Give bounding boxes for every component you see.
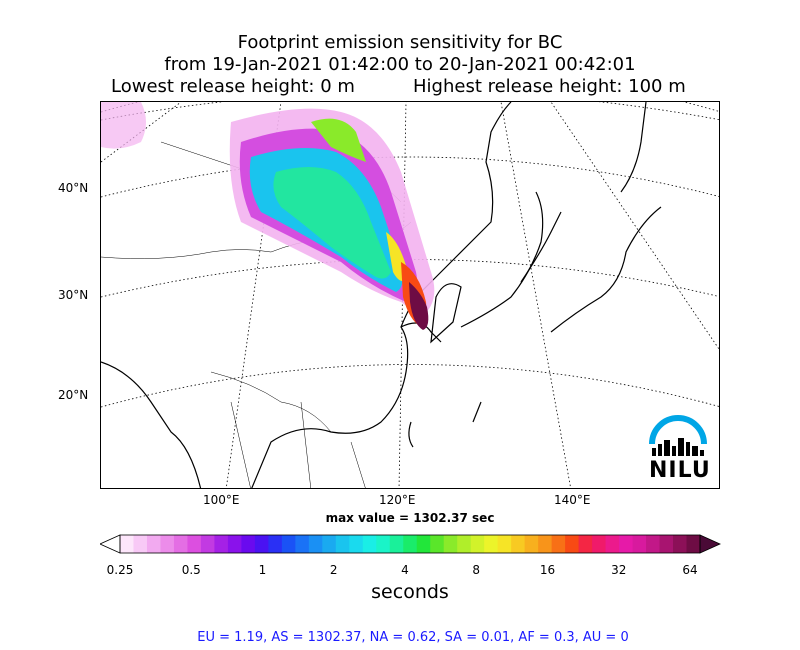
lat-label-20: 20°N (58, 388, 89, 402)
nilu-logo-text: NILU (649, 458, 711, 483)
colorbar-cell (335, 535, 350, 553)
colorbar-cell (254, 535, 269, 553)
colorbar-tick-label: 2 (329, 563, 338, 577)
lon-label-140: 140°E (554, 493, 591, 507)
colorbar-cell (349, 535, 364, 553)
colorbar-cell (497, 535, 512, 553)
lon-label-100: 100°E (203, 493, 240, 507)
colorbar-low-arrow (100, 534, 121, 554)
colorbar-cell (227, 535, 242, 553)
lat-label-30: 30°N (58, 288, 89, 302)
lat-label-40: 40°N (58, 181, 89, 195)
colorbar-cell (241, 535, 256, 553)
colorbar-tick-label: 1 (258, 563, 267, 577)
lowest-release-height: Lowest release height: 0 m (111, 76, 355, 97)
colorbar-cell (538, 535, 553, 553)
colorbar-cell (565, 535, 580, 553)
regional-values: EU = 1.19, AS = 1302.37, NA = 0.62, SA =… (197, 630, 629, 645)
colorbar-cell (686, 535, 701, 553)
colorbar-cell (524, 535, 539, 553)
max-value: max value = 1302.37 sec (325, 511, 495, 525)
colorbar-cell (592, 535, 607, 553)
colorbar-label: seconds (371, 581, 449, 603)
colorbar-cell (470, 535, 485, 553)
map-title: Footprint emission sensitivity for BC (237, 32, 563, 53)
colorbar-cells (120, 535, 701, 553)
time-range: from 19-Jan-2021 01:42:00 to 20-Jan-2021… (164, 54, 636, 75)
colorbar-cell (605, 535, 620, 553)
colorbar-cell (281, 535, 296, 553)
map-canvas (101, 102, 719, 488)
colorbar-cell (430, 535, 445, 553)
colorbar-cell (443, 535, 458, 553)
colorbar-tick-label: 4 (401, 563, 409, 577)
colorbar-cell (295, 535, 310, 553)
colorbar-cell (416, 535, 431, 553)
colorbar-cell (268, 535, 283, 553)
colorbar-tick-label: 0.5 (181, 563, 201, 577)
colorbar-cell (551, 535, 566, 553)
colorbar-tick-label: 64 (682, 563, 698, 577)
colorbar-tick-label: 16 (539, 563, 556, 577)
colorbar-tick-label: 32 (611, 563, 627, 577)
colorbar-tick-label: 0.25 (106, 563, 134, 577)
highest-release-height: Highest release height: 100 m (413, 76, 686, 97)
colorbar-cell (632, 535, 647, 553)
colorbar-cell (511, 535, 526, 553)
colorbar-cell (673, 535, 688, 553)
colorbar-cell (376, 535, 391, 553)
lon-label-120: 120°E (379, 493, 416, 507)
graticule (101, 102, 719, 488)
colorbar-cell (619, 535, 634, 553)
colorbar-cell (120, 535, 134, 553)
colorbar-cell (322, 535, 337, 553)
colorbar-cell (308, 535, 323, 553)
colorbar-cell (133, 535, 148, 553)
nilu-logo (649, 415, 707, 456)
colorbar-cell (362, 535, 377, 553)
colorbar-cell (646, 535, 661, 553)
colorbar-cell (578, 535, 593, 553)
colorbar-cell (659, 535, 674, 553)
map-area[interactable] (100, 101, 720, 489)
colorbar-cell (457, 535, 472, 553)
emission-footprint (101, 102, 435, 330)
colorbar-cell (173, 535, 188, 553)
colorbar-cell (200, 535, 215, 553)
colorbar-cell (160, 535, 175, 553)
colorbar-high-arrow (699, 534, 721, 554)
colorbar-cell (484, 535, 499, 553)
colorbar-cell (403, 535, 418, 553)
colorbar-tick-label: 8 (472, 563, 481, 577)
colorbar-cell (214, 535, 229, 553)
colorbar-cell (187, 535, 202, 553)
colorbar (100, 534, 721, 554)
colorbar-cell (389, 535, 404, 553)
colorbar-cell (146, 535, 161, 553)
